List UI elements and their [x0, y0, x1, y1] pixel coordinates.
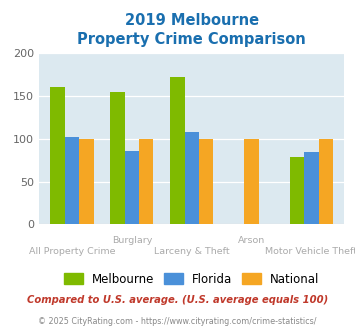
Text: Motor Vehicle Theft: Motor Vehicle Theft [266, 247, 355, 256]
Bar [110, 92, 125, 224]
Text: © 2025 CityRating.com - https://www.cityrating.com/crime-statistics/: © 2025 CityRating.com - https://www.city… [38, 317, 317, 326]
Bar [199, 139, 213, 224]
Bar [79, 139, 93, 224]
Title: 2019 Melbourne
Property Crime Comparison: 2019 Melbourne Property Crime Comparison [77, 13, 306, 48]
Bar [125, 150, 139, 224]
Bar [139, 139, 153, 224]
Text: Arson: Arson [238, 236, 265, 246]
Bar [50, 87, 65, 224]
Bar [185, 132, 199, 224]
Legend: Melbourne, Florida, National: Melbourne, Florida, National [59, 268, 324, 290]
Text: Larceny & Theft: Larceny & Theft [154, 247, 230, 256]
Bar [318, 139, 333, 224]
Text: Compared to U.S. average. (U.S. average equals 100): Compared to U.S. average. (U.S. average … [27, 295, 328, 305]
Text: Burglary: Burglary [112, 236, 152, 246]
Text: All Property Crime: All Property Crime [29, 247, 115, 256]
Bar [244, 139, 259, 224]
Bar [170, 77, 185, 224]
Bar [304, 152, 318, 224]
Bar [65, 137, 79, 224]
Bar [290, 157, 304, 224]
